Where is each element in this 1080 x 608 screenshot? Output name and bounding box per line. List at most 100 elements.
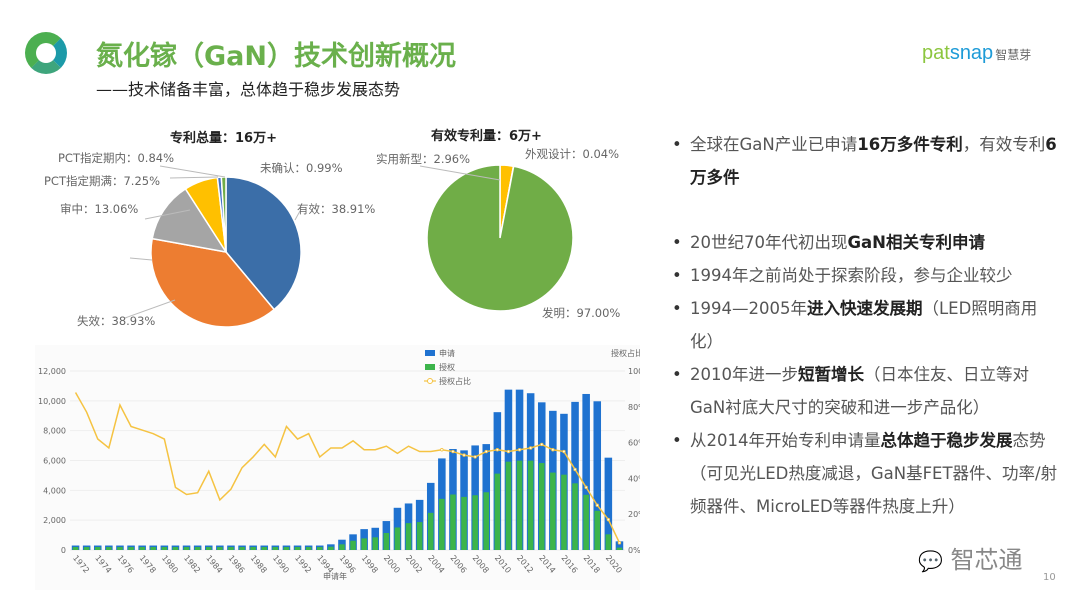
x-tick-label: 2018 [582,554,602,575]
bullet-emphasis: 16万多件专利 [857,135,963,154]
x-tick-label: 2006 [448,554,468,575]
bar-grants-2003 [416,522,423,550]
bullet-item: 2010年进一步短暂增长（日本住友、日立等对GaN衬底大尺寸的突破和进一步产品化… [672,358,1062,424]
bar-grants-1981 [172,547,179,550]
x-tick-label: 1976 [115,554,135,575]
bullet-text: 从2014年开始专利申请量 [690,431,881,450]
ratio-point-2012 [517,448,522,452]
legend-swatch-授权 [425,364,435,370]
bar-grants-1982 [183,547,190,550]
bar-grants-1986 [228,547,234,550]
bar-grants-1975 [106,547,112,550]
ratio-point-2007 [462,453,466,457]
ratio-point-2020 [606,517,611,522]
bar-grants-2007 [461,496,467,550]
bar-grants-1985 [217,547,223,550]
bar-grants-1974 [94,547,101,550]
x-tick-label: 2014 [537,554,557,575]
bullet-item: 从2014年开始专利申请量总体趋于稳步发展态势（可见光LED热度减退，GaN基F… [672,424,1062,523]
bar-grants-2017 [572,483,578,550]
ratio-point-2016 [562,449,566,454]
legend-swatch-申请 [425,350,435,356]
bar-grants-1998 [361,538,367,550]
bullet-text: 1994—2005年 [690,299,807,318]
ratio-point-2021 [617,541,622,545]
page-title: 氮化镓（GaN）技术创新概况 [96,41,456,72]
brand-part: pat [922,42,950,64]
y-tick-label: 12,000 [38,367,66,376]
bullet-item: 1994年之前尚处于探索阶段，参与企业较少 [672,259,1062,292]
x-tick-label: 2008 [471,554,491,575]
x-tick-label: 1972 [71,554,91,575]
x-tick-label: 1980 [160,554,180,575]
bullet-text: 全球在GaN产业已申请 [690,135,858,154]
x-tick-label: 2016 [559,554,579,575]
bar-grants-1983 [194,547,201,550]
leader-line [159,165,226,178]
bar-grants-1993 [305,547,312,550]
x-tick-label: 1982 [182,554,202,575]
bar-grants-1984 [205,547,212,550]
pie2-label: 发明：97.00% [542,306,621,320]
leader-line [124,299,176,319]
pie2-label: 外观设计：0.04% [525,147,620,161]
wechat-name: 智芯通 [950,546,1023,574]
bullet-text: 态势（可见光LED热度减退，GaN基FET器件、功率/射频器件、MicroLED… [690,431,1058,516]
y2-axis-label: 授权占比 [611,348,640,358]
bullet-emphasis: GaN相关专利申请 [847,233,986,252]
pie1-label: 审中：13.06% [60,202,139,216]
bullet-text: 20世纪70年代初出现 [690,233,848,252]
x-tick-label: 2020 [604,554,624,575]
trend-chart: 0 2,000 4,000 6,000 8,000 10,000 12,000 0% 20% 40… [38,348,640,581]
bullet-item: 20世纪70年代初出现GaN相关专利申请 [672,226,1062,259]
bar-grants-2013 [527,460,534,550]
bar-grants-2010 [494,473,501,550]
bar-grants-1976 [117,547,123,550]
y-tick-label: 4,000 [43,486,66,495]
x-axis-label: 申请年 [323,571,347,581]
y2-tick-label: 40% [628,474,640,483]
ratio-point-2014 [540,442,544,447]
bullet-emphasis: 短暂增长 [798,365,864,384]
ratio-point-2006 [451,449,455,454]
x-tick-label: 2010 [493,554,513,575]
x-tick-label: 1990 [271,554,291,575]
x-tick-label: 2004 [426,554,446,575]
bullet-text: （LED照明商用化） [690,299,1038,351]
y2-tick-label: 60% [628,439,640,448]
bar-grants-2006 [450,494,456,550]
ratio-point-2018 [584,485,588,490]
bullet-item: 全球在GaN产业已申请16万多件专利，有效专利6万多件 [672,128,1062,194]
brand-cn: 智慧芽 [995,48,1032,62]
bar-grants-1994 [316,547,323,550]
legend-label: 授权占比 [439,376,471,386]
leader-line [129,257,153,261]
bullet-emphasis: 6万多件 [690,135,1057,187]
ratio-point-2005 [440,448,444,452]
y2-tick-label: 20% [628,510,640,519]
x-tick-label: 2000 [382,554,402,575]
x-tick-label: 1998 [360,554,380,575]
bar-grants-2004 [427,512,434,550]
legend-label: 申请 [439,348,455,358]
bullet-text: （日本住友、日立等对GaN衬底大尺寸的突破和进一步产品化） [690,365,1029,417]
page-subtitle: ——技术储备丰富，总体趋于稳步发展态势 [96,80,401,99]
bullet-text: ，有效专利 [962,135,1046,154]
y-tick-label: 8,000 [43,427,66,436]
pie1-label: 未确认：0.99% [260,161,343,175]
x-tick-label: 1986 [226,554,246,575]
bullet-emphasis: 总体趋于稳步发展 [880,431,1013,450]
x-tick-label: 2012 [515,554,535,575]
y2-tick-label: 0% [628,546,640,555]
bar-grants-1987 [239,547,245,550]
bar-grants-1990 [272,547,279,550]
pie1-label: 有效：38.91% [297,202,376,216]
bar-grants-1988 [250,547,256,550]
bar-grants-1997 [350,540,356,550]
bullet-text: 1994年之前尚处于探索阶段，参与企业较少 [690,266,1013,285]
ratio-point-2008 [473,455,477,459]
bar-grants-1977 [128,547,134,550]
bar-grants-2009 [483,492,490,550]
wechat-icon: 💬 [918,549,943,573]
x-tick-label: 1974 [93,554,113,575]
